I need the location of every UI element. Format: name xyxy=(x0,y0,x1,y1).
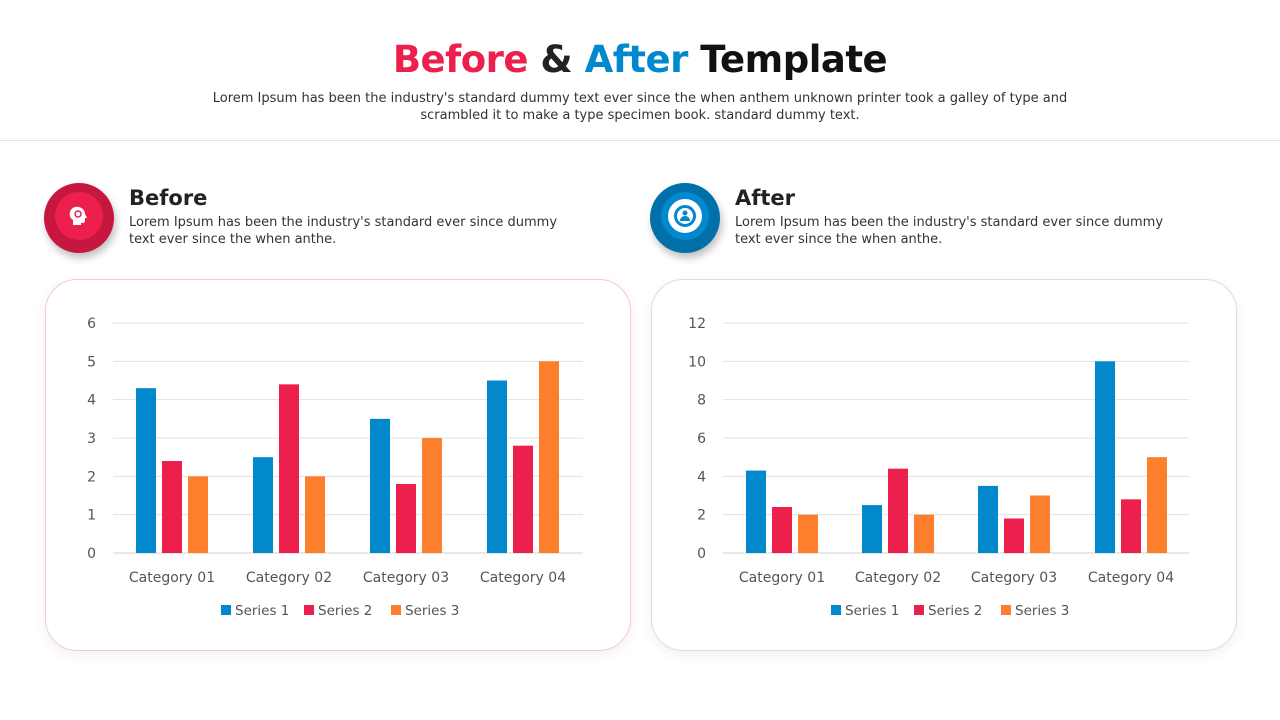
y-tick-label: 5 xyxy=(87,354,96,370)
bar-series-2 xyxy=(162,461,182,553)
x-tick-label: Category 03 xyxy=(363,570,449,586)
x-tick-label: Category 01 xyxy=(739,570,825,586)
page-title: Before & After Template xyxy=(392,38,888,81)
before-chart-card: 0 1 2 3 4 5 6 Category 01 Category 02 Category 03… xyxy=(45,279,631,651)
legend-swatch xyxy=(914,605,924,615)
bar-series-3 xyxy=(305,476,325,553)
head-lightbulb-icon xyxy=(44,183,114,253)
legend-label: Series 3 xyxy=(405,603,459,619)
y-tick-label: 0 xyxy=(697,546,706,562)
legend-swatch xyxy=(831,605,841,615)
y-tick-label: 12 xyxy=(688,316,706,332)
bar-series-2 xyxy=(772,507,792,553)
y-tick-label: 8 xyxy=(697,393,706,409)
x-tick-label: Category 03 xyxy=(971,570,1057,586)
before-description: Lorem Ipsum has been the industry's stan… xyxy=(129,215,558,247)
lifebuoy-person-icon xyxy=(650,183,720,253)
y-tick-label: 0 xyxy=(87,546,96,562)
legend-label: Series 3 xyxy=(1015,603,1069,619)
bar-series-2 xyxy=(279,384,299,553)
y-tick-label: 4 xyxy=(87,393,96,409)
y-tick-label: 6 xyxy=(87,316,96,332)
divider xyxy=(0,140,1280,141)
bar-series-2 xyxy=(396,484,416,553)
legend-label: Series 1 xyxy=(845,603,899,619)
legend-label: Series 1 xyxy=(235,603,289,619)
legend-label: Series 2 xyxy=(928,603,982,619)
bar-series-1 xyxy=(253,457,273,553)
after-title: After xyxy=(735,186,796,210)
bar-series-3 xyxy=(422,438,442,553)
x-tick-label: Category 04 xyxy=(1088,570,1174,586)
y-tick-label: 1 xyxy=(87,508,96,524)
bar-series-1 xyxy=(487,380,507,553)
y-tick-label: 3 xyxy=(87,431,96,447)
bar-series-3 xyxy=(1030,495,1050,553)
bar-chart: 0 2 4 6 8 10 12 Category 01 Category 02 Category … xyxy=(688,316,1189,619)
legend-swatch xyxy=(221,605,231,615)
x-tick-label: Category 02 xyxy=(855,570,941,586)
after-description: Lorem Ipsum has been the industry's stan… xyxy=(735,215,1164,247)
after-chart-card: 0 2 4 6 8 10 12 Category 01 Category 02 Category … xyxy=(651,279,1237,651)
y-tick-label: 2 xyxy=(87,469,96,485)
x-tick-label: Category 04 xyxy=(480,570,566,586)
bar-series-2 xyxy=(513,445,533,553)
legend-swatch xyxy=(1001,605,1011,615)
x-tick-label: Category 02 xyxy=(246,570,332,586)
y-tick-label: 2 xyxy=(697,508,706,524)
bar-series-3 xyxy=(188,476,208,553)
before-title: Before xyxy=(129,186,208,210)
legend-swatch xyxy=(391,605,401,615)
bar-series-1 xyxy=(862,505,882,553)
y-tick-label: 4 xyxy=(697,469,706,485)
bar-series-3 xyxy=(798,514,818,553)
legend-swatch xyxy=(304,605,314,615)
y-tick-label: 6 xyxy=(697,431,706,447)
page-subtitle: Lorem Ipsum has been the industry's stan… xyxy=(212,91,1068,123)
bar-series-1 xyxy=(136,388,156,553)
bar-series-3 xyxy=(1147,457,1167,553)
bar-series-2 xyxy=(1121,499,1141,553)
bar-series-3 xyxy=(914,514,934,553)
bar-series-2 xyxy=(888,468,908,553)
bar-series-2 xyxy=(1004,518,1024,553)
bar-chart: 0 1 2 3 4 5 6 Category 01 Category 02 Category 03… xyxy=(87,316,583,619)
x-tick-label: Category 01 xyxy=(129,570,215,586)
bar-series-1 xyxy=(978,485,998,553)
legend-label: Series 2 xyxy=(318,603,372,619)
y-tick-label: 10 xyxy=(688,354,706,370)
bar-series-1 xyxy=(370,418,390,553)
bar-series-1 xyxy=(1095,361,1115,553)
bar-series-1 xyxy=(746,470,766,553)
bar-series-3 xyxy=(539,361,559,553)
